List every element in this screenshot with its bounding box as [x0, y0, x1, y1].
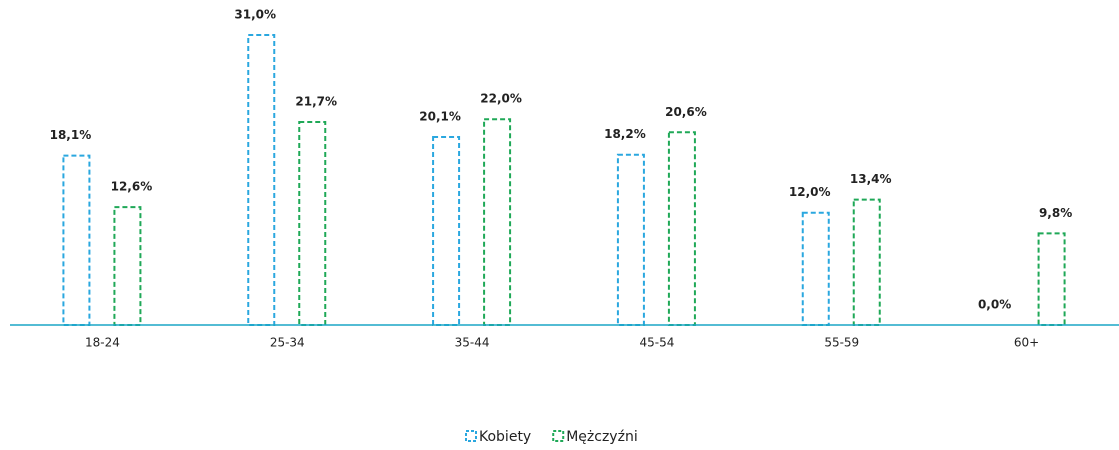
x-tick-label: 35-44 — [455, 336, 490, 350]
x-tick-label: 18-24 — [85, 336, 120, 350]
bar — [298, 121, 327, 326]
x-tick-label: 45-54 — [639, 336, 674, 350]
value-label: 20,6% — [665, 105, 707, 119]
value-label: 18,2% — [604, 127, 646, 141]
bar — [616, 153, 645, 326]
value-label: 12,6% — [111, 180, 153, 194]
x-tick-label: 60+ — [1014, 336, 1039, 350]
x-tick-label: 55-59 — [824, 336, 859, 350]
bar — [852, 198, 881, 326]
value-label: 13,4% — [850, 172, 892, 186]
value-label: 18,1% — [50, 128, 92, 142]
legend-swatch — [465, 430, 477, 442]
legend-label: Kobiety — [479, 429, 531, 445]
value-label: 21,7% — [295, 95, 337, 109]
legend-swatch — [552, 430, 565, 442]
bar — [1037, 232, 1066, 327]
value-label: 20,1% — [419, 109, 461, 123]
value-label: 0,0% — [978, 298, 1011, 312]
bar — [247, 34, 276, 326]
bar — [801, 211, 830, 326]
value-label: 12,0% — [789, 185, 831, 199]
x-tick-label: 25-34 — [270, 336, 305, 350]
bar — [667, 131, 696, 326]
bar — [62, 154, 91, 326]
value-label: 31,0% — [234, 8, 276, 22]
value-label: 22,0% — [480, 92, 522, 106]
bar — [113, 206, 142, 326]
legend-label: Mężczyźni — [566, 429, 637, 445]
bar — [432, 135, 461, 326]
value-label: 9,8% — [1039, 206, 1072, 220]
bar — [483, 118, 512, 327]
